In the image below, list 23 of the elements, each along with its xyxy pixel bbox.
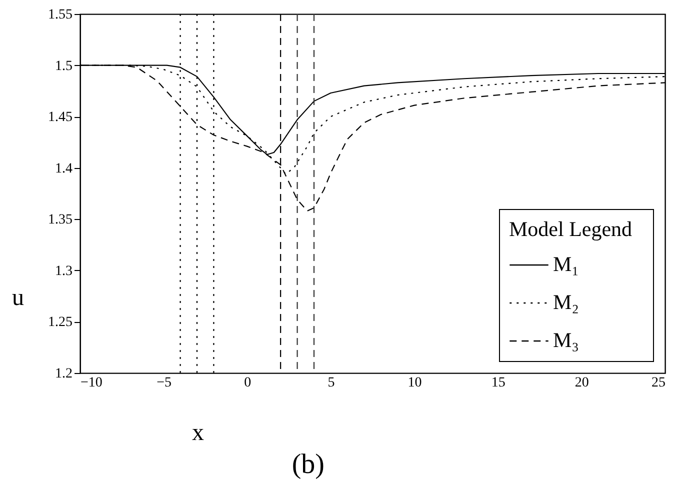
- y-tick-label: 1.3: [55, 264, 72, 279]
- x-tick-label: 15: [491, 376, 506, 390]
- y-tick-label: 1.2: [55, 366, 72, 382]
- x-tick-label: 25: [652, 376, 666, 390]
- x-tick-label: 5: [328, 376, 335, 390]
- y-tick-label: 1.5: [55, 58, 72, 74]
- y-tick-label: 1.45: [48, 110, 72, 126]
- x-tick-label: 0: [244, 376, 252, 390]
- x-tick-label: 10: [408, 376, 422, 390]
- legend-title: Model Legend: [509, 217, 633, 241]
- x-axis-title: x: [192, 420, 204, 446]
- y-tick-label: 1.4: [55, 161, 72, 176]
- legend-label: M₃: [553, 328, 579, 352]
- y-tick-label: 1.35: [48, 212, 72, 228]
- y-axis-title: u: [12, 285, 24, 311]
- y-tick-label: 1.55: [48, 8, 72, 22]
- x-tick-label: −5: [156, 376, 172, 390]
- x-tick-label: −10: [80, 376, 102, 390]
- text: (b): [292, 449, 324, 480]
- y-tick-label: 1.25: [48, 315, 72, 330]
- legend-label: M₁: [553, 252, 579, 276]
- x-tick-label: 20: [574, 376, 589, 390]
- legend-label: M₂: [553, 290, 579, 314]
